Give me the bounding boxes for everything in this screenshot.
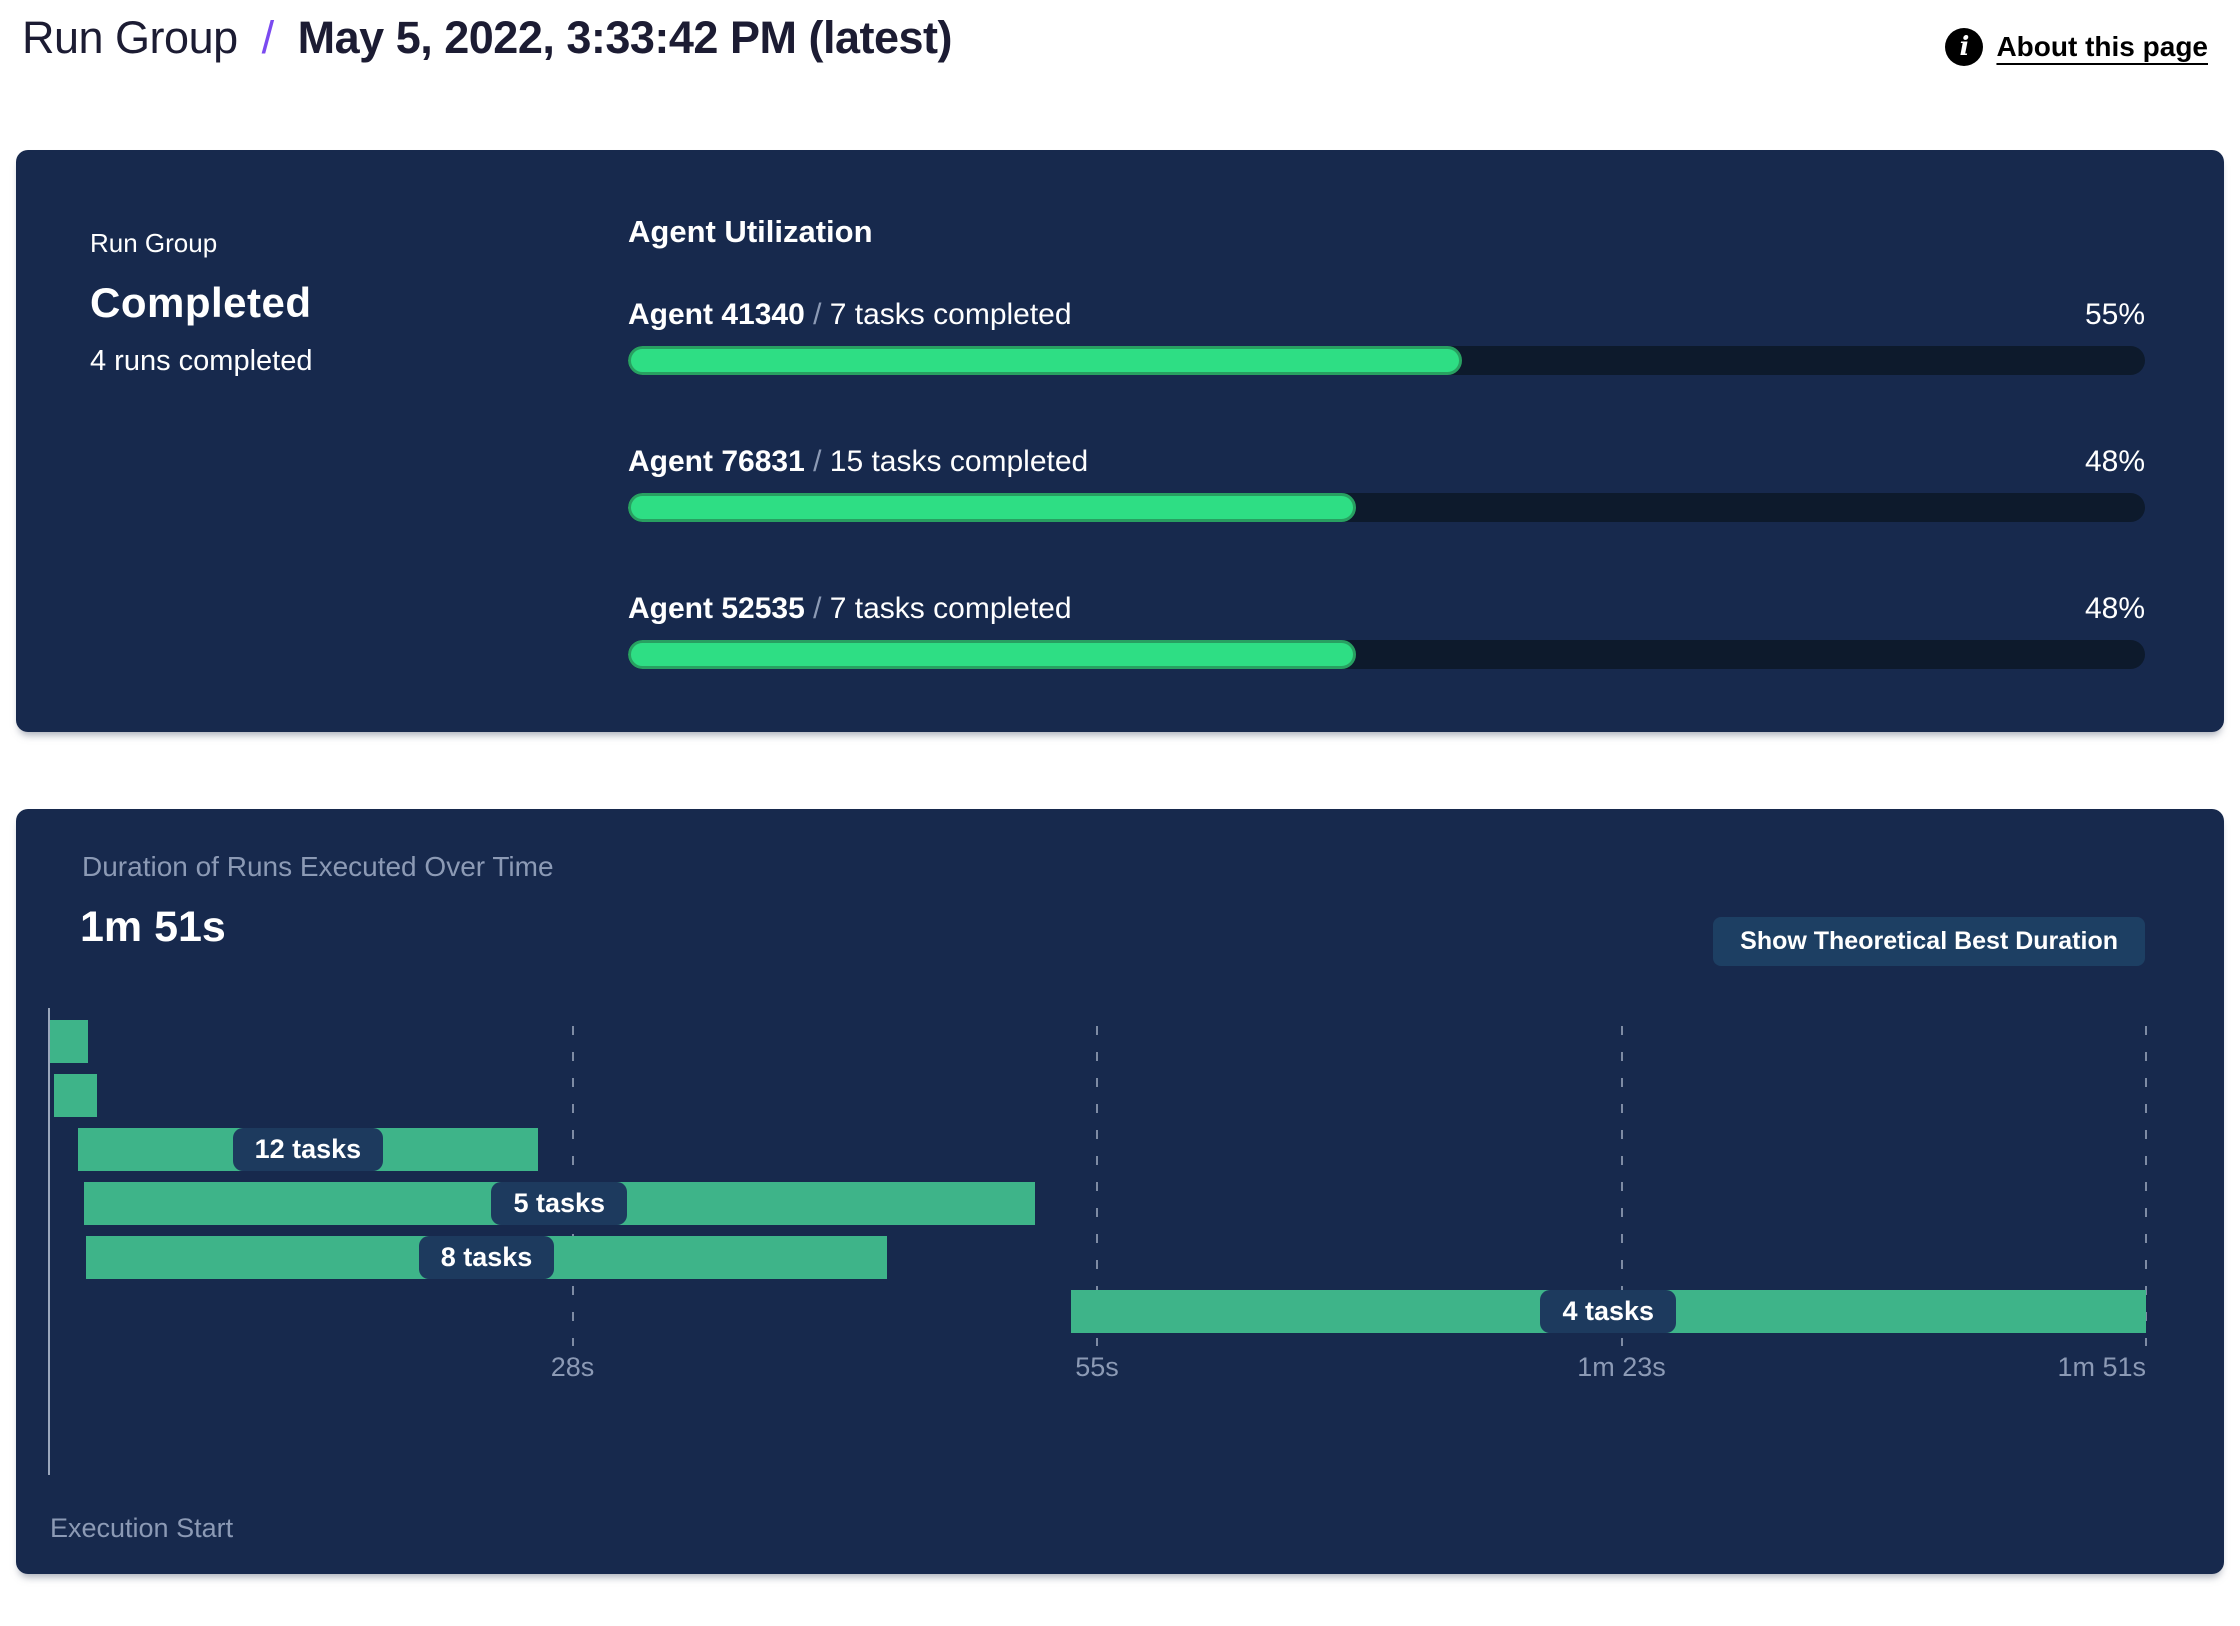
page-title: Run Group / May 5, 2022, 3:33:42 PM (lat… bbox=[22, 10, 953, 66]
time-axis-tick-label: 55s bbox=[1075, 1352, 1119, 1383]
agent-label: Agent 52535 / 7 tasks completed bbox=[628, 592, 1072, 626]
agent-label: Agent 41340 / 7 tasks completed bbox=[628, 298, 1072, 332]
runs-completed-count: 4 runs completed bbox=[90, 345, 313, 378]
gantt-run-bar[interactable]: 8 tasks bbox=[85, 1236, 888, 1280]
duration-chart-panel: Duration of Runs Executed Over Time 1m 5… bbox=[16, 809, 2224, 1575]
about-page-link-label: About this page bbox=[1996, 31, 2208, 62]
agent-name: Agent 76831 bbox=[628, 445, 805, 479]
time-axis-tick-label: 1m 51s bbox=[2057, 1352, 2146, 1383]
breadcrumb-run-group[interactable]: Run Group bbox=[22, 12, 238, 63]
agent-tasks-completed: 7 tasks completed bbox=[829, 592, 1072, 626]
agent-tasks-completed: 7 tasks completed bbox=[829, 298, 1072, 332]
about-page-link[interactable]: i About this page bbox=[1945, 28, 2208, 66]
agent-row-label-line: Agent 52535 / 7 tasks completed 48% bbox=[628, 592, 2145, 626]
agent-utilization-rows: Agent 41340 / 7 tasks completed 55% Agent … bbox=[628, 298, 2145, 670]
agent-utilization-row: Agent 41340 / 7 tasks completed 55% bbox=[628, 298, 2145, 376]
task-count-pill: 4 tasks bbox=[1540, 1290, 1677, 1334]
gantt-run-bar[interactable] bbox=[49, 1020, 88, 1064]
time-axis-tick-label: 28s bbox=[550, 1352, 595, 1383]
run-group-status: Completed bbox=[90, 279, 312, 327]
info-icon: i bbox=[1945, 28, 1984, 66]
run-group-status-block: Run Group Completed 4 runs completed bbox=[16, 150, 628, 732]
utilization-bar-track bbox=[628, 640, 2145, 670]
agent-utilization-row: Agent 76831 / 15 tasks completed 48% bbox=[628, 445, 2145, 523]
agent-row-label-line: Agent 41340 / 7 tasks completed 55% bbox=[628, 298, 2145, 332]
run-group-label: Run Group bbox=[90, 228, 218, 259]
agent-utilization-row: Agent 52535 / 7 tasks completed 48% bbox=[628, 592, 2145, 670]
agent-tasks-completed: 15 tasks completed bbox=[829, 445, 1089, 479]
agent-utilization-title: Agent Utilization bbox=[628, 214, 873, 250]
show-theoretical-best-duration-button[interactable]: Show Theoretical Best Duration bbox=[1713, 917, 2145, 967]
agent-name: Agent 41340 bbox=[628, 298, 805, 332]
agent-utilization-section: Agent Utilization Agent 41340 / 7 tasks … bbox=[628, 150, 2224, 732]
time-gridline bbox=[1620, 1026, 1623, 1347]
agent-utilization-percent: 55% bbox=[2084, 298, 2145, 332]
total-duration-value: 1m 51s bbox=[80, 903, 226, 952]
utilization-bar-fill bbox=[628, 346, 1463, 376]
duration-chart-title: Duration of Runs Executed Over Time bbox=[82, 851, 554, 883]
utilization-bar-fill bbox=[628, 493, 1357, 523]
task-count-pill: 12 tasks bbox=[232, 1128, 384, 1172]
time-axis-tick-label: 1m 23s bbox=[1577, 1352, 1666, 1383]
agent-row-label-line: Agent 76831 / 15 tasks completed 48% bbox=[628, 445, 2145, 479]
utilization-bar-fill bbox=[628, 640, 1357, 670]
time-gridline bbox=[1096, 1026, 1098, 1347]
page-header: Run Group / May 5, 2022, 3:33:42 PM (lat… bbox=[0, 0, 2240, 66]
execution-start-label: Execution Start bbox=[50, 1513, 234, 1544]
breadcrumb-current-run: May 5, 2022, 3:33:42 PM (latest) bbox=[297, 12, 953, 63]
utilization-bar-track bbox=[628, 346, 2145, 376]
gantt-chart: Execution Start 28s 55s 1m 23s 1m 51s 12 tas… bbox=[48, 1008, 2147, 1548]
gantt-run-bar[interactable] bbox=[53, 1074, 98, 1118]
agent-utilization-percent: 48% bbox=[2084, 592, 2145, 626]
run-group-summary-panel: Run Group Completed 4 runs completed Age… bbox=[16, 150, 2224, 733]
execution-start-axis-line bbox=[48, 1008, 50, 1476]
gantt-run-bar[interactable]: 12 tasks bbox=[78, 1128, 538, 1172]
agent-label-separator: / bbox=[804, 298, 830, 332]
agent-utilization-percent: 48% bbox=[2084, 445, 2145, 479]
breadcrumb-separator-icon: / bbox=[261, 12, 275, 63]
agent-label: Agent 76831 / 15 tasks completed bbox=[628, 445, 1088, 479]
utilization-bar-track bbox=[628, 493, 2145, 523]
gantt-run-bar[interactable]: 5 tasks bbox=[83, 1182, 1035, 1226]
gantt-run-bar[interactable]: 4 tasks bbox=[1070, 1290, 2146, 1334]
agent-label-separator: / bbox=[804, 445, 830, 479]
task-count-pill: 8 tasks bbox=[418, 1236, 555, 1280]
agent-name: Agent 52535 bbox=[628, 592, 805, 626]
agent-label-separator: / bbox=[804, 592, 830, 626]
task-count-pill: 5 tasks bbox=[491, 1182, 628, 1226]
time-gridline bbox=[2145, 1026, 2147, 1347]
